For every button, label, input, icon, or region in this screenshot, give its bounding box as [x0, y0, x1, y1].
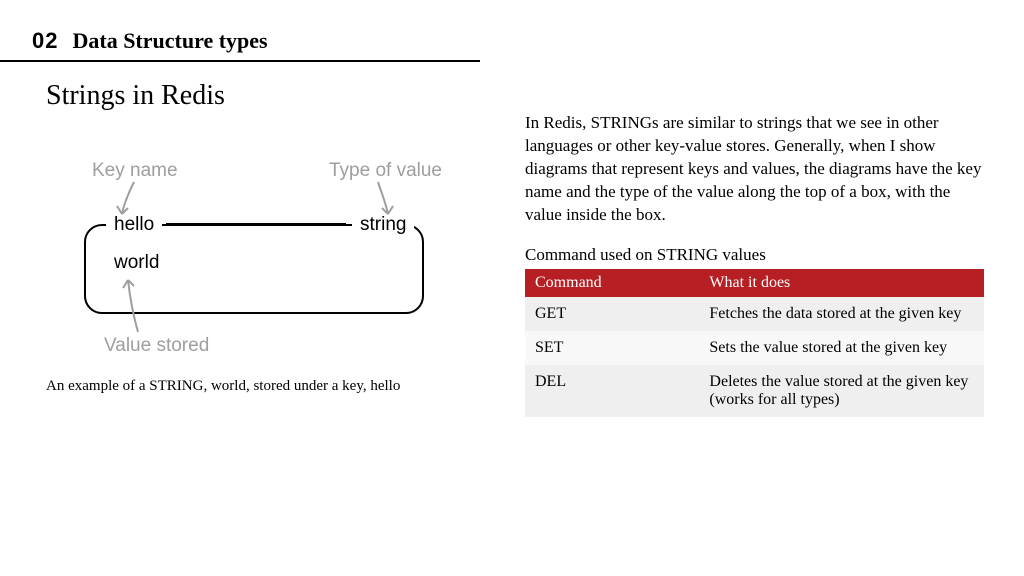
table-cell-command: GET [525, 297, 699, 331]
table-row: DEL Deletes the value stored at the give… [525, 365, 984, 417]
diagram-type-label: Type of value [329, 160, 442, 182]
table-cell-command: SET [525, 331, 699, 365]
diagram-connector-line [166, 223, 346, 225]
commands-table: Command What it does GET Fetches the dat… [525, 269, 984, 417]
section-title: Data Structure types [72, 28, 267, 54]
table-header-cell: What it does [699, 269, 984, 297]
section-number: 02 [32, 28, 58, 54]
table-header-cell: Command [525, 269, 699, 297]
subtitle: Strings in Redis [46, 80, 505, 112]
right-column: In Redis, STRINGs are similar to strings… [515, 80, 984, 417]
string-diagram: Key name Type of value Value stored hell… [46, 160, 456, 360]
description-paragraph: In Redis, STRINGs are similar to strings… [525, 112, 984, 227]
table-header-row: Command What it does [525, 269, 984, 297]
table-cell-desc: Fetches the data stored at the given key [699, 297, 984, 331]
content-area: Strings in Redis Key name Type of value … [0, 62, 1024, 417]
table-cell-desc: Deletes the value stored at the given ke… [699, 365, 984, 417]
slide-header: 02 Data Structure types [0, 0, 480, 62]
table-row: SET Sets the value stored at the given k… [525, 331, 984, 365]
arrow-type-icon [366, 182, 396, 220]
diagram-value-label: Value stored [104, 335, 209, 357]
table-cell-command: DEL [525, 365, 699, 417]
diagram-value-text: world [106, 252, 167, 274]
table-title: Command used on STRING values [525, 245, 984, 265]
left-column: Strings in Redis Key name Type of value … [46, 80, 515, 417]
arrow-value-icon [122, 278, 152, 336]
table-cell-desc: Sets the value stored at the given key [699, 331, 984, 365]
arrow-key-icon [116, 182, 146, 220]
diagram-caption: An example of a STRING, world, stored un… [46, 378, 505, 395]
table-row: GET Fetches the data stored at the given… [525, 297, 984, 331]
diagram-key-label: Key name [92, 160, 178, 182]
